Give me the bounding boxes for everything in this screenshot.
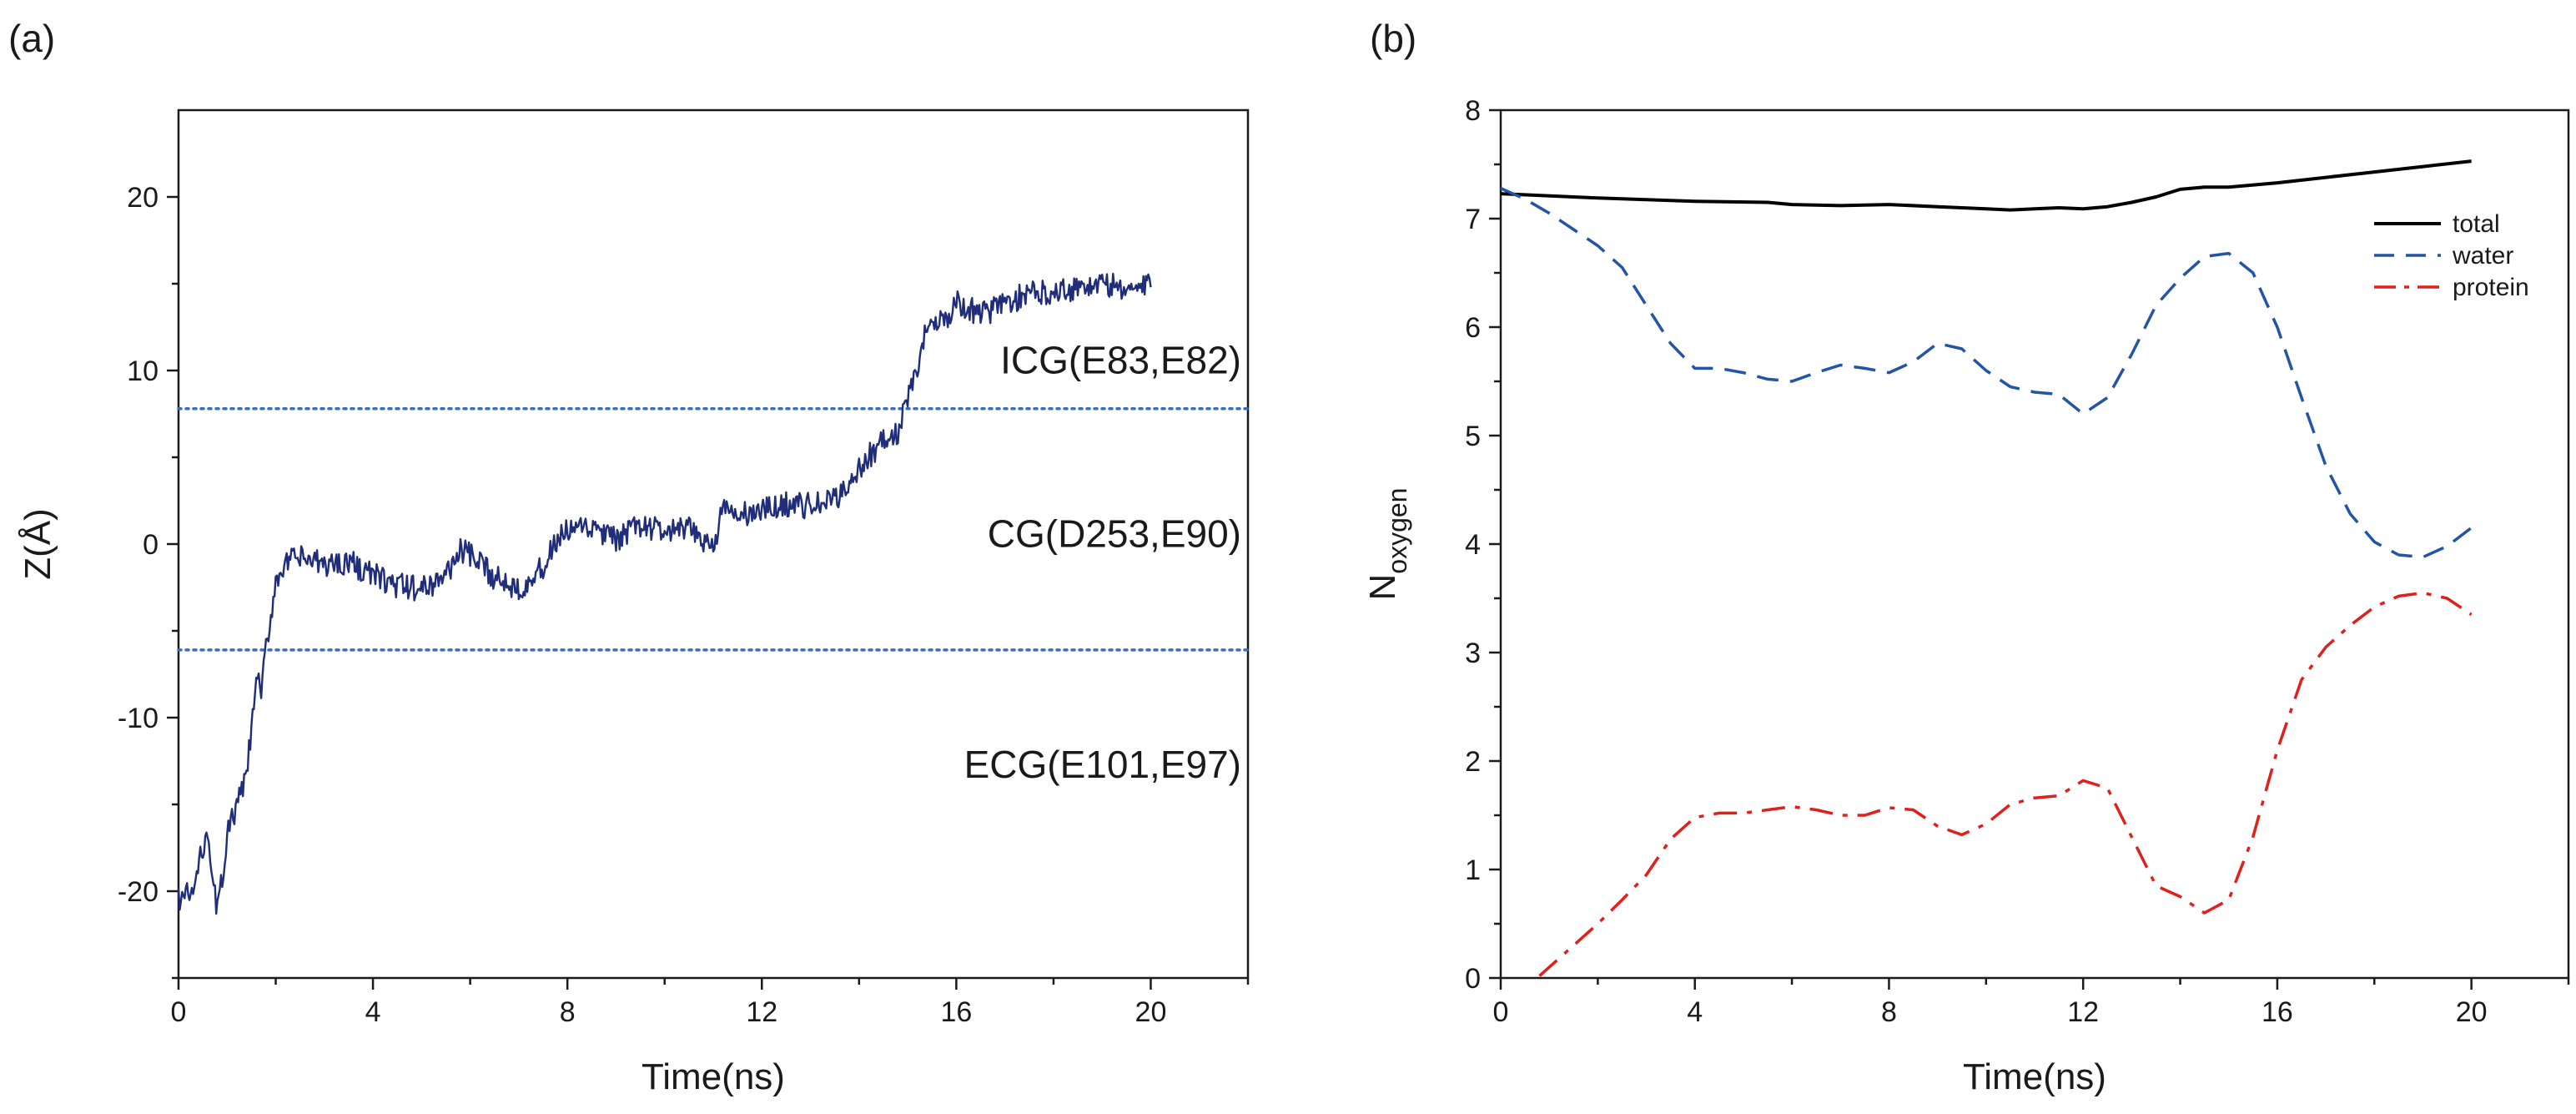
panel-a-y-tick-label: -10 [118, 703, 158, 734]
panel-b-series-protein [1538, 591, 2473, 977]
panel-a-chart: 0 4 8 12 16 20 -20 -10 0 10 20 ECG(E101,E97) CG(D25… [18, 108, 1250, 1097]
panel-a-x-tick-label: 8 [560, 996, 576, 1028]
panel-b-legend-label-water: water [2452, 242, 2513, 270]
panel-a-region-label: ICG(E83,E82) [1000, 339, 1241, 382]
panel-a-x-tick-label: 0 [171, 996, 187, 1028]
panel-b-label: (b) [1370, 17, 1416, 60]
panel-b-series-water [1500, 187, 2473, 559]
panel-a-y-tick-label: 10 [127, 355, 158, 387]
panel-a-x-tick-label: 12 [746, 996, 777, 1028]
panel-b-x-tick-label: 8 [1881, 996, 1897, 1028]
panel-b-y-tick-label: 6 [1465, 312, 1481, 344]
panel-b-y-tick-label: 1 [1465, 854, 1481, 886]
panel-b-x-tick-label: 4 [1687, 996, 1703, 1028]
panel-b-y-axis-title: Noxygen [1362, 488, 1412, 601]
panel-a-region-label: ECG(E101,E97) [964, 743, 1241, 786]
panel-b-y-tick-label: 4 [1465, 529, 1481, 561]
panel-b-x-tick-label: 12 [2067, 996, 2099, 1028]
panel-b-y-tick-label: 8 [1465, 95, 1481, 127]
panel-a-x-tick-label: 4 [365, 996, 381, 1028]
panel-b-y-tick-label: 2 [1465, 746, 1481, 778]
panel-b-series-total [1500, 159, 2472, 212]
panel-b-y-tick-label: 5 [1465, 421, 1481, 452]
panel-b-y-tick-label: 7 [1465, 204, 1481, 235]
panel-b-x-tick-label: 16 [2262, 996, 2293, 1028]
panel-a-x-tick-label: 16 [940, 996, 972, 1028]
panel-a-region-label: CG(D253,E90) [988, 512, 1241, 556]
panel-a-y-tick-label: -20 [118, 876, 158, 908]
panel-b-legend: total water protein [2374, 210, 2529, 301]
panel-a-y-tick-label: 0 [143, 529, 158, 561]
panel-b-y-tick-label: 3 [1465, 638, 1481, 669]
panel-b-axes-frame [1499, 108, 2570, 980]
panel-b-legend-label-total: total [2453, 210, 2500, 238]
panel-a-x-axis-title: Time(ns) [641, 1056, 785, 1097]
panel-b-legend-label-protein: protein [2453, 274, 2529, 301]
panel-b-y-axis-title-main: N [1362, 574, 1403, 601]
panel-a-x-tick-label: 20 [1135, 996, 1167, 1028]
panel-b-x-tick-label: 20 [2456, 996, 2488, 1028]
panel-b-x-axis-title: Time(ns) [1963, 1056, 2106, 1097]
panel-a-y-tick-label: 20 [127, 182, 158, 214]
panel-a-label: (a) [8, 17, 55, 60]
panel-a-y-axis-title: Z(Å) [18, 508, 58, 580]
panel-b-x-tick-label: 0 [1493, 996, 1509, 1028]
panel-b-y-tick-label: 0 [1465, 963, 1481, 995]
panel-a-z-trajectory-line [177, 272, 1152, 915]
panel-b-y-axis-title-sub: oxygen [1382, 488, 1412, 574]
